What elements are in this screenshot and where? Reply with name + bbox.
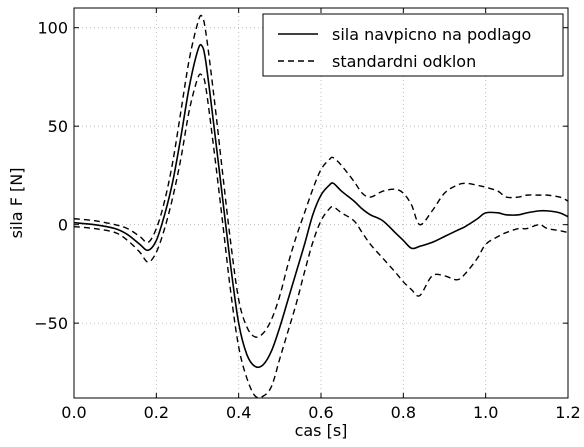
- axis-ticks: 0.0 0.2 0.4 0.6 0.8 1.0 1.2 −50 0 50 100: [34, 8, 581, 422]
- x-tick-label: 0.0: [61, 403, 86, 422]
- series-std-lower-line: [73, 73, 569, 399]
- x-axis-label: cas [s]: [295, 421, 348, 440]
- x-tick-label: 0.8: [391, 403, 416, 422]
- legend-frame: [262, 13, 564, 77]
- y-tick-label: 100: [37, 19, 68, 38]
- y-tick-label: 0: [58, 216, 68, 235]
- series-mean-force-line: [73, 43, 569, 369]
- y-axis-label: sila F [N]: [7, 168, 26, 239]
- legend-label-force: sila navpicno na podlago: [332, 25, 531, 44]
- y-tick-label: −50: [34, 314, 68, 333]
- x-tick-label: 1.0: [473, 403, 498, 422]
- x-tick-label: 1.2: [555, 403, 580, 422]
- series-lines: [73, 14, 569, 399]
- x-tick-label: 0.4: [226, 403, 251, 422]
- legend-label-std: standardni odklon: [332, 52, 476, 71]
- x-tick-label: 0.2: [144, 403, 169, 422]
- series-std-upper-line: [73, 14, 569, 338]
- y-tick-label: 50: [48, 117, 68, 136]
- legend: sila navpicno na podlago standardni odkl…: [262, 13, 564, 77]
- x-tick-label: 0.6: [308, 403, 333, 422]
